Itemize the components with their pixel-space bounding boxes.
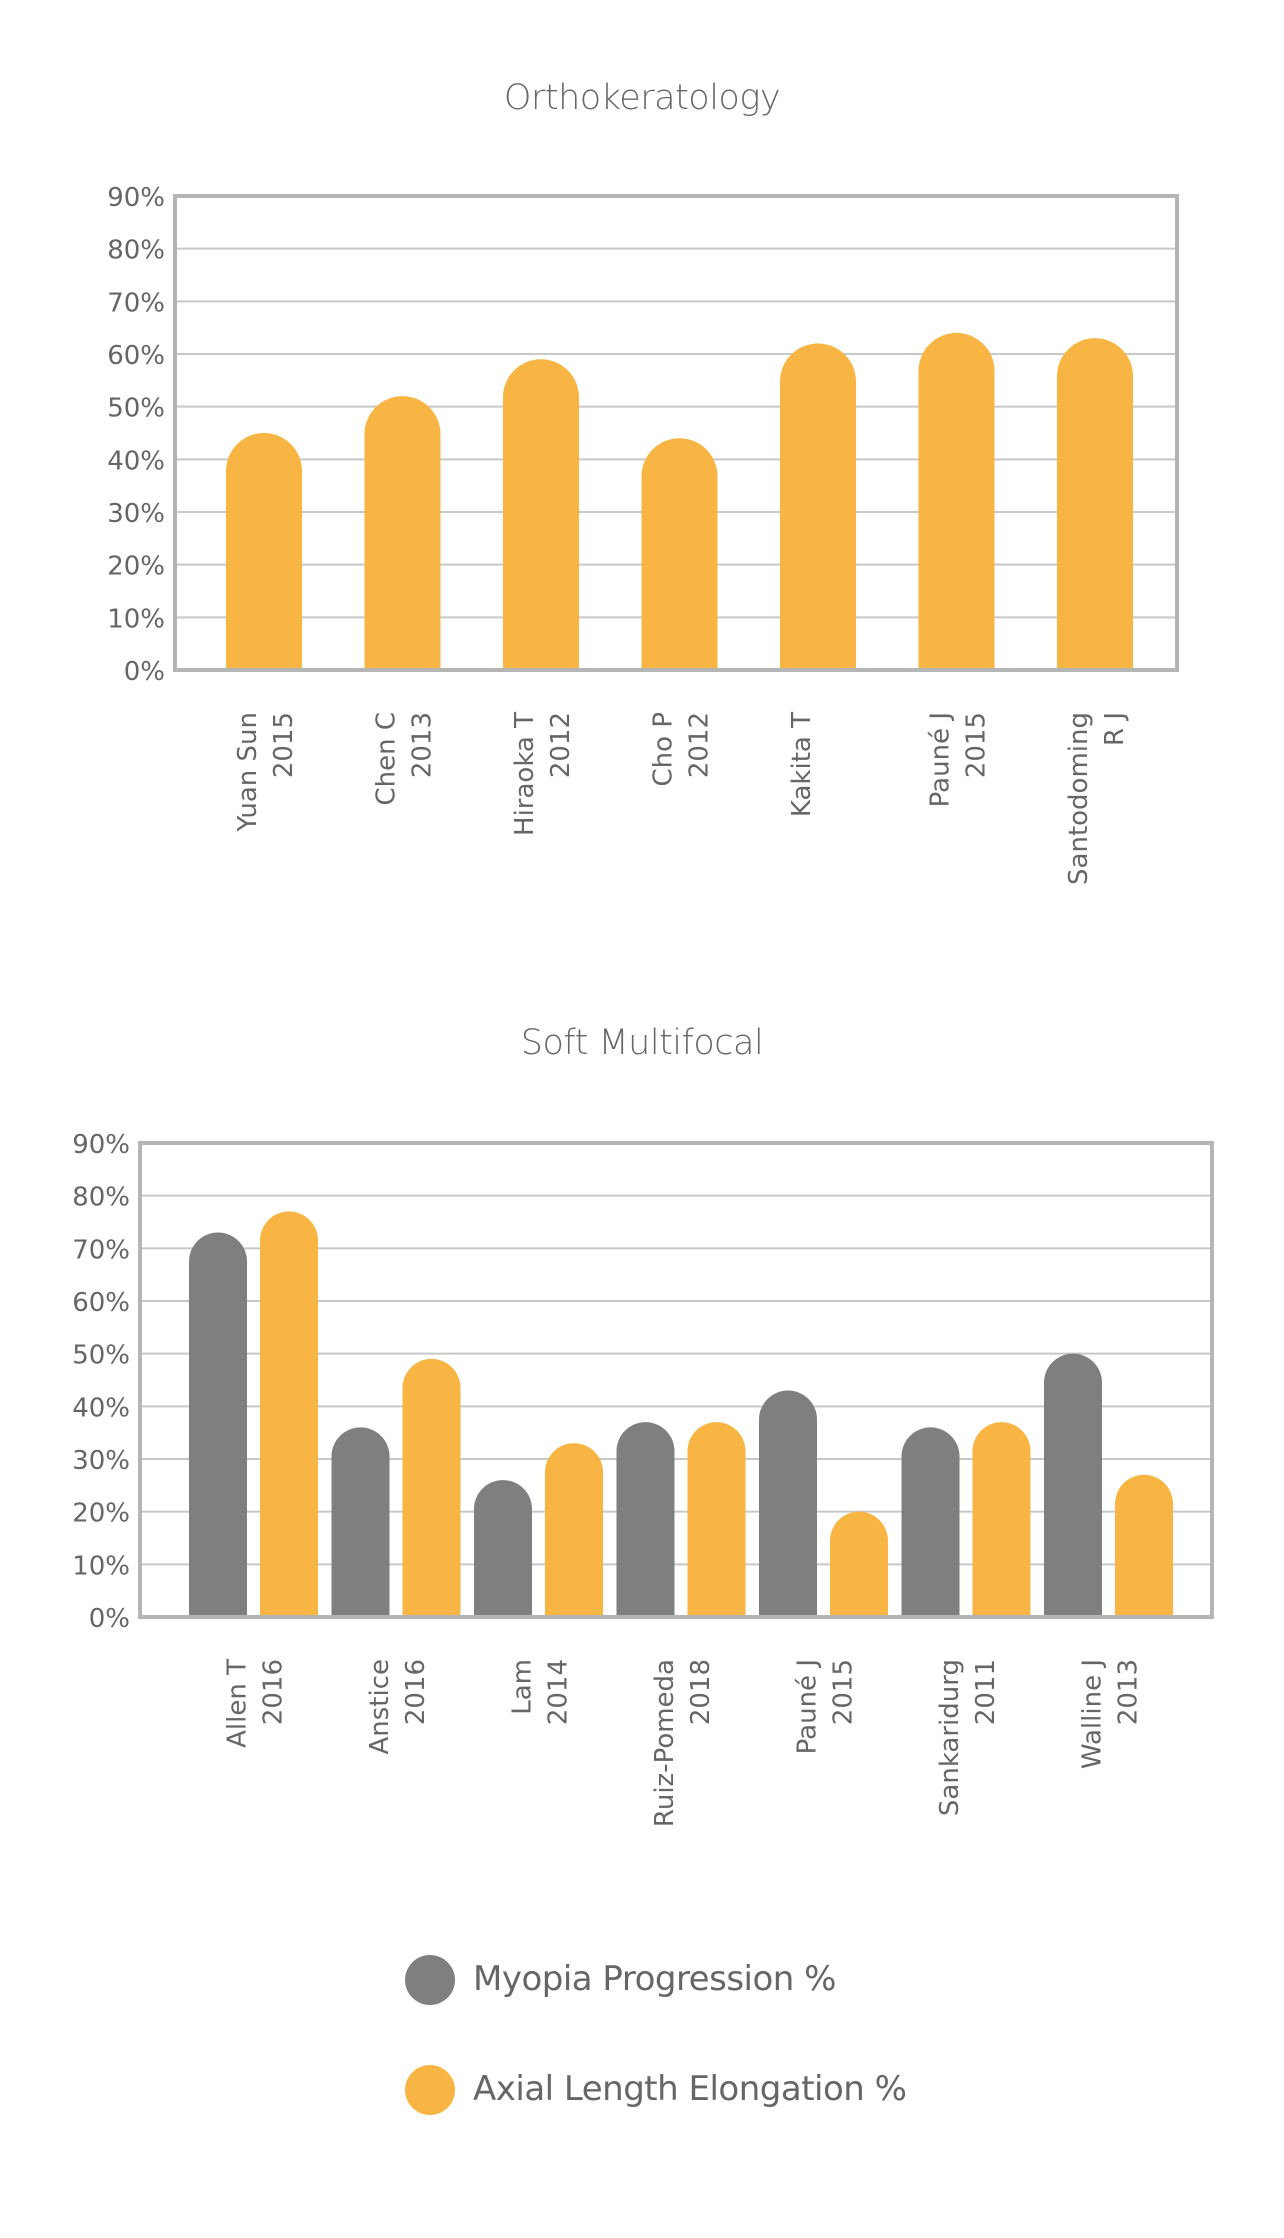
plot-frame — [173, 194, 1179, 672]
y-tick-label: 90% — [107, 183, 165, 213]
bar-axial-length-elongation-santodoming-r-j — [1057, 338, 1133, 670]
legend-label-myopia: Myopia Progression % — [473, 1959, 836, 1999]
y-tick-label: 70% — [72, 1235, 130, 1265]
x-tick-label: 2016 — [401, 1659, 431, 1725]
x-tick-label: Allen T — [223, 1659, 253, 1748]
y-tick-label: 80% — [72, 1183, 130, 1213]
y-tick-label: 20% — [107, 552, 165, 582]
bar-axial-length-elongation-kakita-t — [780, 343, 856, 670]
x-tick-label: Cho P — [649, 712, 679, 786]
y-tick-label: 50% — [107, 394, 165, 424]
y-tick-label: 80% — [107, 236, 165, 266]
x-category-label: Kakita T — [787, 712, 817, 817]
bar-axial-length-elongation-cho-p-2012 — [641, 438, 718, 670]
x-tick-label: 2013 — [1114, 1659, 1144, 1725]
bar-axial-length-elongation-walline-j-2013 — [1115, 1474, 1173, 1617]
bar-axial-length-elongation-paun-j-2015 — [918, 332, 995, 670]
y-tick-label: 60% — [72, 1288, 130, 1318]
x-tick-label: 2015 — [962, 712, 992, 778]
x-tick-label: 2015 — [269, 712, 299, 778]
x-tick-label: 2012 — [546, 712, 576, 778]
y-tick-label: 30% — [72, 1446, 130, 1476]
soft-multifocal-chart: 0%10%20%30%40%50%60%70%80%90%Allen T 2016… — [72, 1130, 1214, 1827]
x-category-label: Sankaridurg 2011 — [935, 1659, 1001, 1816]
y-tick-label: 10% — [72, 1551, 130, 1581]
x-tick-label: Anstice — [365, 1659, 395, 1755]
y-tick-label: 10% — [107, 604, 165, 634]
x-tick-label: Walline J — [1078, 1659, 1108, 1769]
x-category-label: Santodoming R J — [1064, 712, 1130, 885]
bar-myopia-progression-lam-2014 — [474, 1480, 532, 1617]
x-category-label: Hiraoka T 2012 — [510, 712, 576, 836]
bar-myopia-progression-allen-t-2016 — [189, 1232, 247, 1617]
bar-myopia-progression-anstice-2016 — [331, 1427, 390, 1617]
x-tick-label: Yuan Sun — [233, 712, 263, 833]
x-tick-label: R J — [1100, 712, 1130, 746]
bar-axial-length-elongation-lam-2014 — [545, 1443, 603, 1617]
y-tick-label: 0% — [89, 1604, 130, 1634]
bar-axial-length-elongation-anstice-2016 — [402, 1358, 461, 1617]
chart-title-orthokeratology: Orthokeratology — [503, 78, 781, 118]
x-category-label: Yuan Sun 2015 — [233, 712, 299, 833]
x-category-label: Pauné J 2015 — [926, 712, 992, 807]
x-category-label: Lam 2014 — [508, 1659, 574, 1725]
x-tick-label: Pauné J — [926, 712, 956, 807]
legend-swatch-myopia — [405, 1955, 455, 2005]
y-tick-label: 20% — [72, 1499, 130, 1529]
x-category-label: Anstice 2016 — [365, 1659, 431, 1755]
bar-axial-length-elongation-allen-t-2016 — [260, 1211, 318, 1617]
x-tick-label: Chen C — [372, 712, 402, 806]
y-tick-label: 30% — [107, 499, 165, 529]
orthokeratology-chart: 0%10%20%30%40%50%60%70%80%90%Yuan Sun 201… — [107, 183, 1179, 885]
y-tick-label: 90% — [72, 1130, 130, 1160]
x-tick-label: Pauné J — [793, 1659, 823, 1754]
bar-axial-length-elongation-chen-c-2013 — [364, 396, 441, 670]
x-tick-label: 2012 — [685, 712, 715, 778]
x-tick-label: 2013 — [408, 712, 438, 778]
y-tick-label: 40% — [107, 446, 165, 476]
x-category-label: Pauné J 2015 — [793, 1659, 859, 1754]
x-category-label: Chen C 2013 — [372, 712, 438, 806]
x-tick-label: 2011 — [971, 1659, 1001, 1725]
legend-item-axial: Axial Length Elongation % — [405, 2065, 1005, 2121]
bar-axial-length-elongation-hiraoka-t-2012 — [503, 359, 579, 670]
x-tick-label: 2014 — [544, 1659, 574, 1725]
x-tick-label: Lam — [508, 1659, 538, 1715]
y-tick-label: 60% — [107, 341, 165, 371]
bar-axial-length-elongation-sankaridurg-2011 — [972, 1422, 1031, 1617]
bar-axial-length-elongation-ruiz-pomeda-2018 — [687, 1422, 746, 1617]
x-tick-label: Kakita T — [787, 712, 817, 817]
y-tick-label: 0% — [124, 657, 165, 687]
x-tick-label: Sankaridurg — [935, 1659, 965, 1816]
bar-myopia-progression-paun-j-2015 — [759, 1390, 817, 1617]
x-tick-label: 2018 — [686, 1659, 716, 1725]
plot-frame — [138, 1141, 1214, 1619]
bar-myopia-progression-ruiz-pomeda-2018 — [616, 1422, 675, 1617]
y-tick-label: 70% — [107, 288, 165, 318]
x-tick-label: Ruiz-Pomeda — [650, 1659, 680, 1827]
legend-label-axial: Axial Length Elongation % — [473, 2069, 907, 2109]
legend-item-myopia: Myopia Progression % — [405, 1955, 1005, 2011]
x-tick-label: Hiraoka T — [510, 712, 540, 836]
x-category-label: Ruiz-Pomeda 2018 — [650, 1659, 716, 1827]
x-category-label: Allen T 2016 — [223, 1659, 289, 1748]
y-tick-label: 50% — [72, 1341, 130, 1371]
bar-axial-length-elongation-yuan-sun-2015 — [226, 433, 302, 670]
x-category-label: Walline J 2013 — [1078, 1659, 1144, 1769]
x-tick-label: 2016 — [259, 1659, 289, 1725]
bar-axial-length-elongation-paun-j-2015 — [830, 1511, 888, 1617]
chart-title-soft-multifocal: Soft Multifocal — [520, 1023, 764, 1063]
bar-myopia-progression-walline-j-2013 — [1044, 1353, 1102, 1617]
legend-swatch-axial — [405, 2065, 455, 2115]
bar-myopia-progression-sankaridurg-2011 — [901, 1427, 960, 1617]
y-tick-label: 40% — [72, 1393, 130, 1423]
x-tick-label: Santodoming — [1064, 712, 1094, 885]
x-category-label: Cho P 2012 — [649, 712, 715, 786]
x-tick-label: 2015 — [829, 1659, 859, 1725]
